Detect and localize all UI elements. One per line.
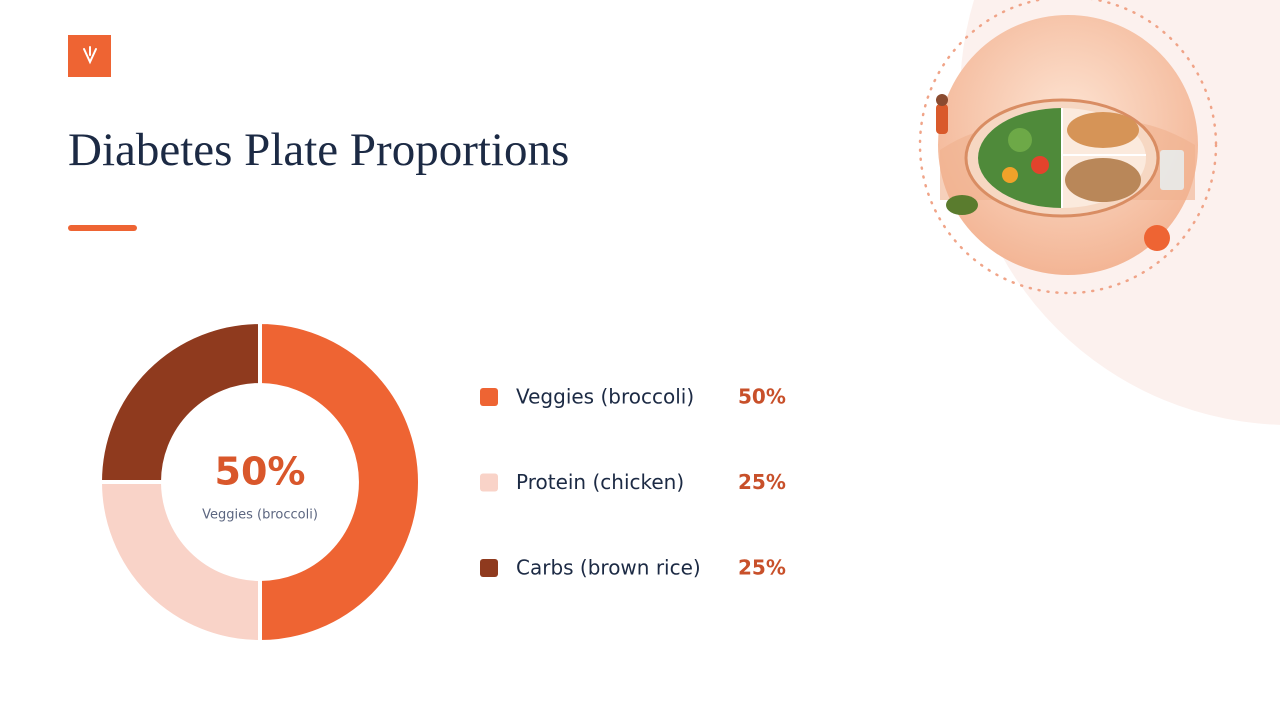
donut-segment	[97, 480, 262, 645]
title-accent	[68, 225, 137, 231]
legend-label: Carbs (brown rice)	[516, 556, 701, 580]
legend-label: Protein (chicken)	[516, 470, 684, 494]
logo	[68, 35, 111, 77]
legend-value: 25%	[738, 556, 786, 580]
donut-segment	[97, 319, 262, 484]
legend-swatch	[480, 388, 498, 406]
legend: Veggies (broccoli) 50% Protein (chicken) 25…	[480, 385, 786, 580]
chart-title: Diabetes Plate Proportions	[68, 124, 569, 176]
legend-label: Veggies (broccoli)	[516, 385, 694, 409]
plate-illustration	[918, 0, 1218, 295]
legend-swatch	[480, 473, 498, 492]
legend-value: 50%	[738, 385, 786, 409]
legend-value: 25%	[738, 470, 786, 494]
donut-segment	[258, 319, 422, 645]
center-label: Veggies (broccoli)	[202, 508, 318, 523]
legend-swatch	[480, 559, 498, 577]
center-value: 50%	[215, 450, 306, 494]
donut-chart	[97, 319, 422, 645]
